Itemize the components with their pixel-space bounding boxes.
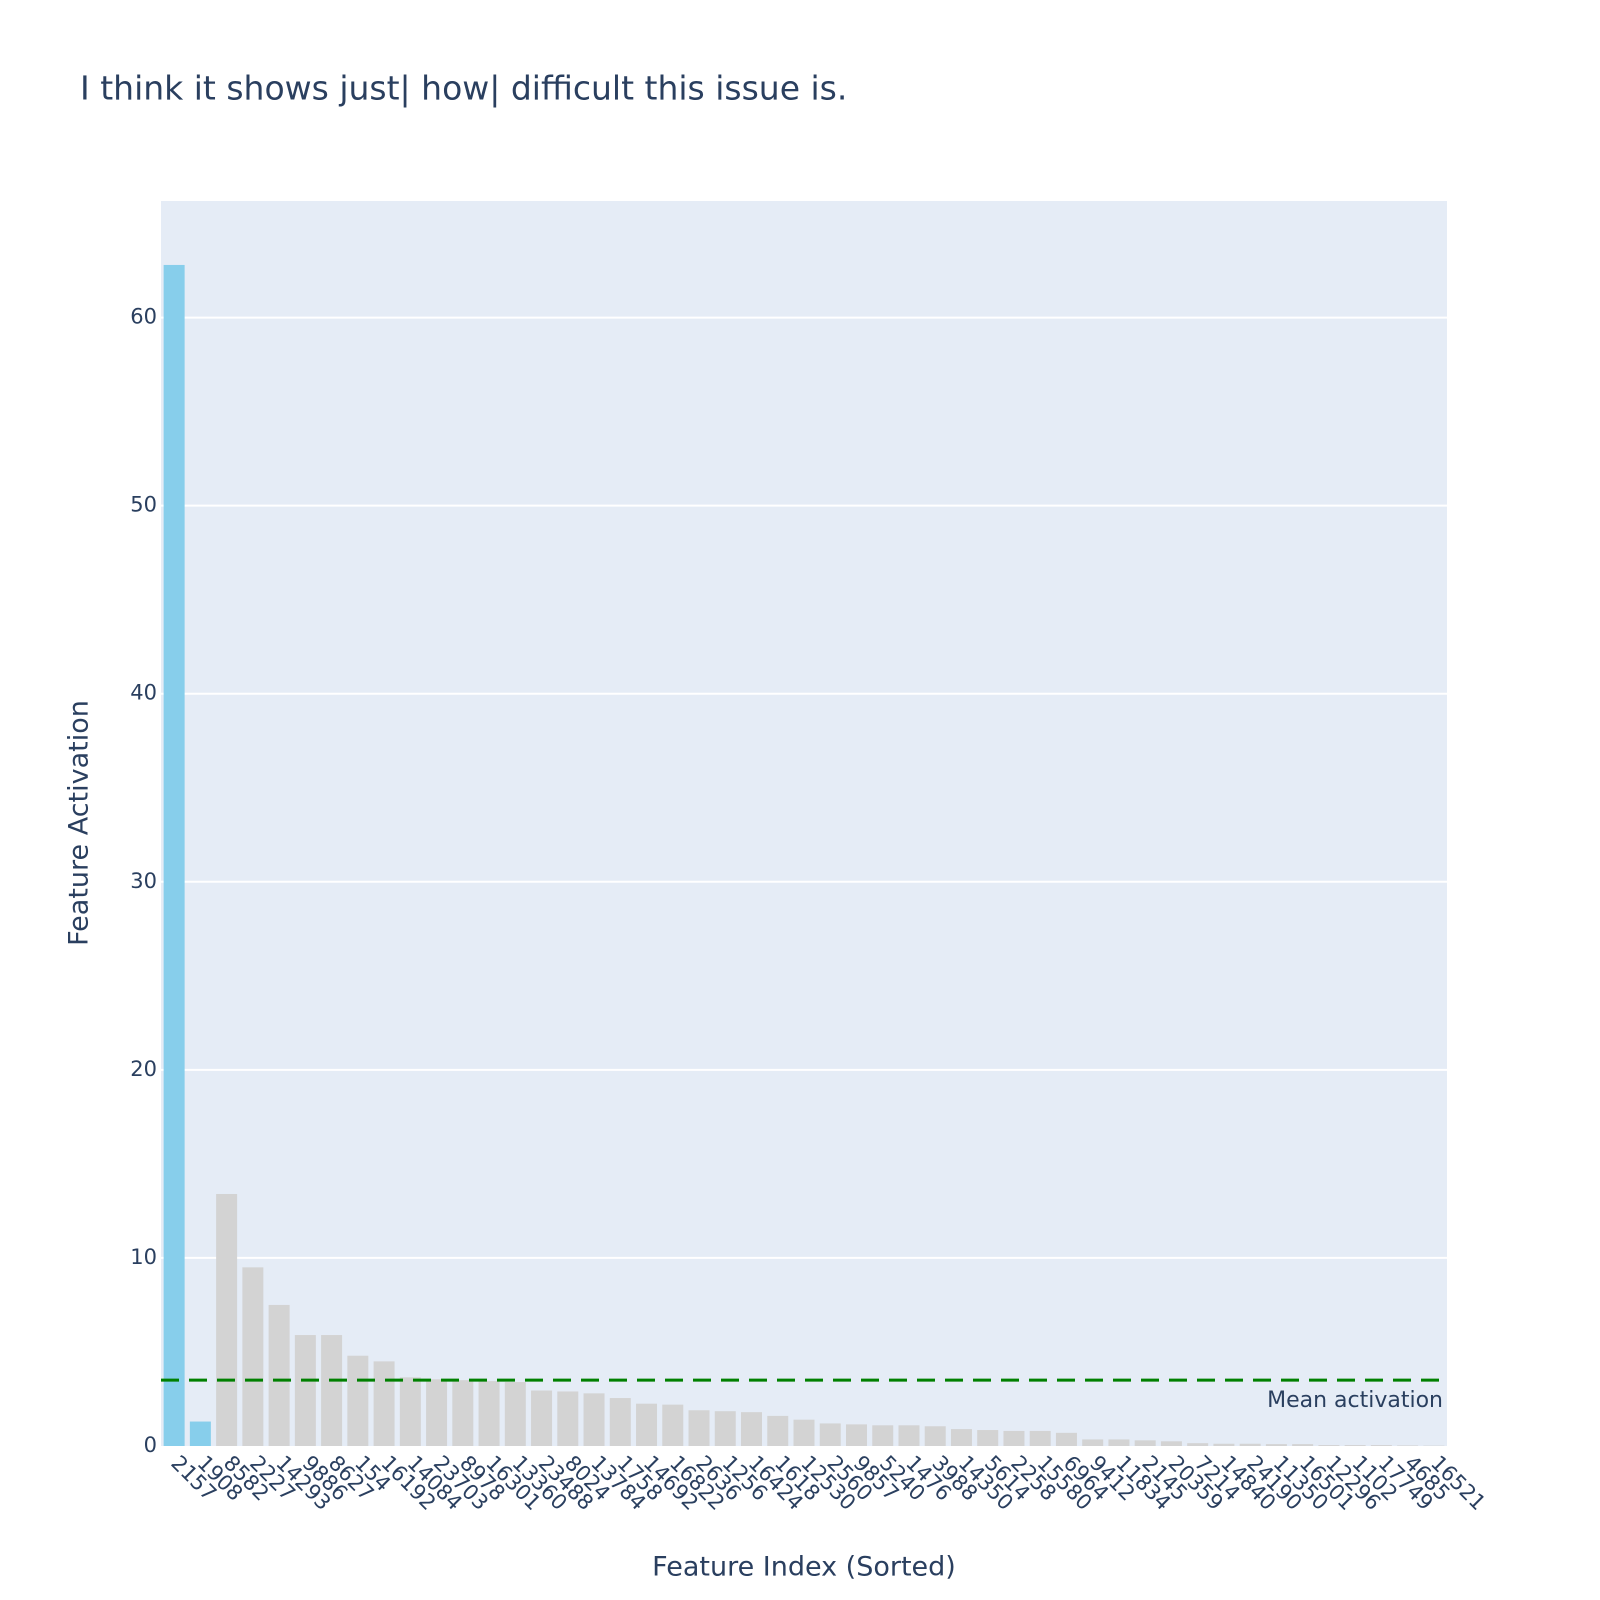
bar [557,1391,579,1446]
y-tick-label: 0 [144,1433,157,1457]
bar [845,1424,867,1446]
bar [1318,1445,1340,1446]
bar [977,1430,999,1446]
bar [426,1379,448,1446]
chart-title: I think it shows just| how| difficult th… [80,69,847,108]
bar [163,264,185,1446]
bar [399,1377,421,1446]
bar [1082,1439,1104,1446]
mean-annotation: Mean activation [1267,1388,1443,1413]
bar [294,1335,316,1446]
bar [1134,1440,1156,1446]
bar [1029,1430,1051,1446]
bar [1397,1445,1419,1446]
y-tick-label: 30 [130,869,157,893]
bar [373,1361,395,1446]
bar [898,1425,920,1446]
bar [950,1429,972,1446]
bar [688,1410,710,1446]
bar [924,1426,946,1446]
plot-area [161,201,1447,1446]
bar [1370,1445,1392,1446]
bar [1239,1443,1261,1446]
bar [819,1423,841,1446]
bar [741,1412,763,1446]
bar [1344,1445,1366,1446]
bar [504,1382,526,1446]
bar [1187,1443,1209,1446]
bar [478,1381,500,1446]
bar [1213,1443,1235,1446]
x-axis-label: Feature Index (Sorted) [652,1552,956,1583]
bar [268,1304,290,1446]
y-tick-label: 20 [130,1057,157,1081]
bar [714,1411,736,1446]
bar [767,1415,789,1446]
bar [1003,1430,1025,1446]
bar [189,1421,211,1446]
bar [321,1335,343,1446]
bar [1292,1444,1314,1446]
y-axis-label: Feature Activation [64,700,95,946]
bar [872,1425,894,1446]
bar [1265,1444,1287,1446]
bar [531,1390,553,1446]
bar [1055,1432,1077,1446]
bar [452,1380,474,1446]
bar [583,1393,605,1446]
bar [793,1419,815,1446]
y-tick-label: 50 [130,493,157,517]
bar [609,1398,631,1446]
bar [1160,1441,1182,1446]
bar [242,1267,264,1446]
bar [347,1355,369,1446]
bar [1108,1439,1130,1446]
y-tick-label: 60 [130,305,157,329]
y-tick-label: 10 [130,1245,157,1269]
y-tick-label: 40 [130,681,157,705]
bar [636,1403,658,1446]
bar [216,1193,238,1446]
bar [662,1404,684,1446]
